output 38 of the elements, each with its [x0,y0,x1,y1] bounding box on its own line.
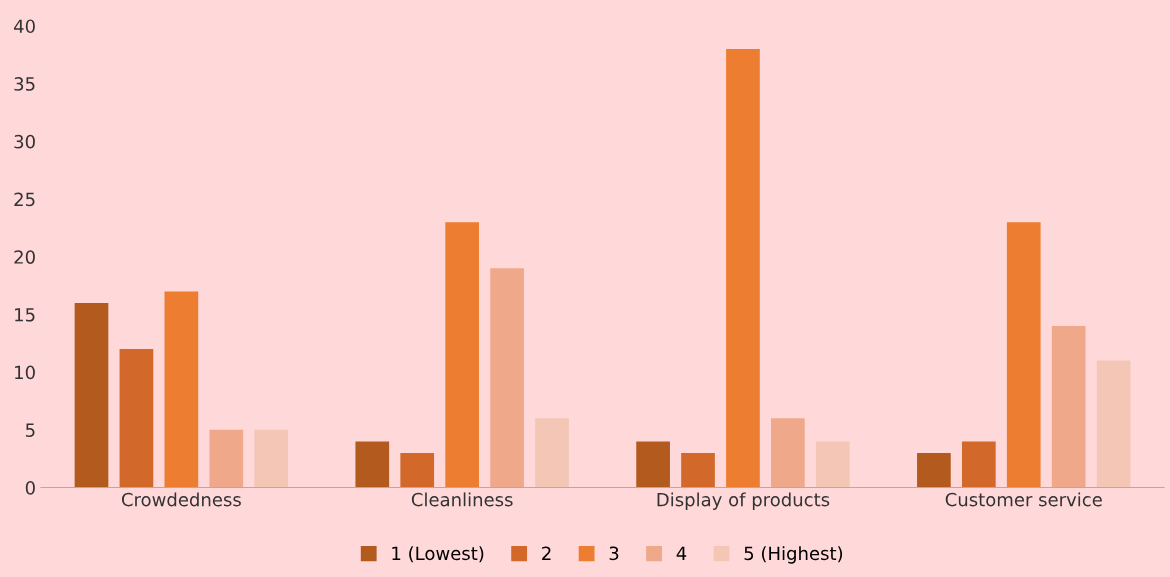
legend-label: 3 [609,546,619,561]
y-tick-label: 40 [14,19,35,34]
bar [400,452,435,488]
y-tick-label: 25 [14,192,35,207]
bar [1006,222,1041,488]
bar [917,452,951,488]
bar [209,429,244,488]
bar [74,302,109,488]
bar [961,441,996,488]
y-tick-label: 30 [14,134,35,149]
bar [535,418,569,488]
legend-label: 5 (Highest) [744,546,843,564]
y-tick-label: 0 [25,481,35,495]
bar [815,441,850,488]
bar [164,291,199,488]
bar [681,452,715,488]
x-tick-label: Crowdedness [121,492,241,507]
bar [355,441,390,488]
y-tick-label: 35 [14,77,35,91]
x-tick-label: Display of products [657,492,830,510]
bar [771,418,805,488]
bar [254,429,289,488]
y-tick-label: 15 [15,308,35,322]
bar [1096,360,1131,488]
x-tick-label: Customer service [945,492,1102,507]
legend-label: 2 [542,546,551,560]
bar [1051,326,1086,488]
legend-label: 4 [676,546,687,560]
bar [726,49,760,488]
x-tick-label: Cleanliness [411,492,513,507]
y-tick-label: 20 [14,250,35,264]
bar [636,441,670,488]
y-tick-label: 5 [25,423,35,437]
legend-label: 1 (Lowest) [392,546,484,563]
bar [119,349,154,488]
bar [445,222,479,488]
y-tick-label: 10 [15,365,35,380]
bar [490,268,524,488]
